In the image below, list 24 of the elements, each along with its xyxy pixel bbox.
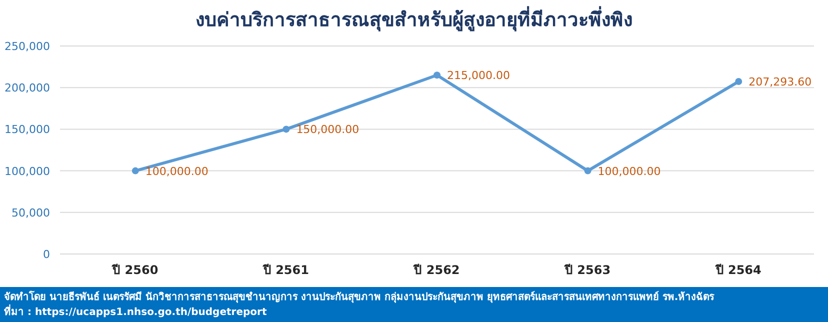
point: [434, 72, 440, 79]
x-tick-label: ปี 2563: [564, 263, 611, 277]
point: [584, 167, 592, 174]
x-tick-label: ปี 2562: [413, 263, 460, 277]
data-label: 215,000.00: [447, 69, 510, 82]
data-label: 100,000.00: [145, 164, 208, 178]
x-tick-label: ปี 2560: [112, 263, 158, 277]
y-tick-label: 0: [43, 248, 50, 261]
data-label: 207,293.60: [748, 76, 812, 89]
y-tick-label: 250,000: [4, 40, 50, 53]
data-label: 150,000.00: [296, 123, 360, 136]
y-tick-label: 50,000: [12, 206, 50, 220]
point: [735, 78, 742, 86]
text: จัดทำโดย นายธีรพันธ์ เนตรรัศมี นักวิชาการสาธารณสุขชำนาญการ งานประกันสุขภาพ กลุ่มงานประกันสุขภาพ ยุทธศาสตร์และสารสนเทศทางการแพทย์ รพ.ห้างฉัตร: [4, 290, 716, 303]
y-tick-label: 200,000: [4, 82, 50, 95]
text: ที่มา : https://ucapps1.nhso.go.th/budgetreport: [4, 304, 267, 318]
data-label: 100,000.00: [598, 164, 661, 178]
y-tick-label: 100,000: [4, 164, 50, 178]
point: [132, 167, 139, 174]
x-tick-label: ปี 2564: [714, 263, 762, 277]
y-tick-label: 150,000: [4, 123, 50, 136]
x-tick-label: ปี 2561: [262, 263, 309, 277]
chart-title: งบค่าบริการสาธารณสุขสำหรับผู้สูงอายุที่มีภาวะพึ่งพิง: [196, 6, 632, 32]
point: [282, 126, 290, 133]
